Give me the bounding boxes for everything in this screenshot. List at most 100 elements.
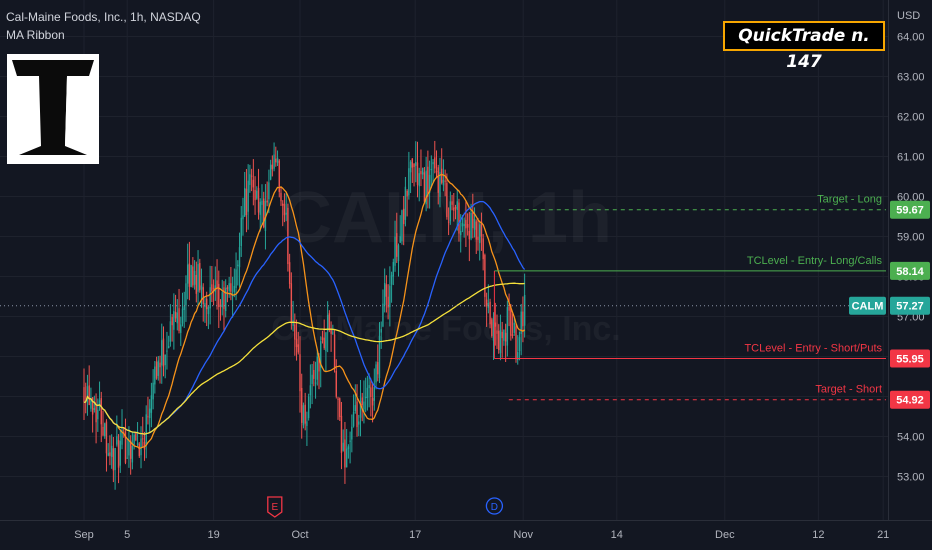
candle-body <box>425 170 427 205</box>
candle-body <box>390 275 393 285</box>
level-price-tag <box>890 349 930 368</box>
price-tick-label: 64.00 <box>897 32 925 44</box>
event-marker-label: D <box>491 502 498 513</box>
candle-body <box>112 448 115 471</box>
candle-body <box>285 212 287 215</box>
candle-body <box>446 183 448 218</box>
last-price-tag <box>890 296 930 315</box>
candle-body <box>240 217 242 247</box>
candle-body <box>440 168 443 183</box>
candle-body <box>276 157 279 163</box>
candle-body <box>332 332 334 334</box>
candle-body <box>323 337 325 348</box>
candle-body <box>460 230 462 236</box>
candle-body <box>280 192 282 202</box>
candle-body <box>404 186 407 220</box>
candle-body <box>397 245 400 262</box>
candle-body <box>228 283 230 291</box>
candle-body <box>185 283 187 306</box>
candle-body <box>472 211 474 229</box>
candle-body <box>378 335 381 379</box>
candle-body <box>342 442 344 451</box>
candle-body <box>205 298 208 310</box>
price-tick-label: 54.00 <box>897 432 925 444</box>
candle-body <box>116 436 118 445</box>
candle-body <box>202 287 204 305</box>
candle-body <box>290 283 293 322</box>
candle-body <box>104 423 106 437</box>
candle-body <box>121 430 123 445</box>
candle-body <box>150 395 153 413</box>
candle-body <box>97 409 99 420</box>
candle-body <box>461 223 464 227</box>
candle-body <box>437 167 439 193</box>
candle-body <box>301 388 303 423</box>
candle-body <box>370 387 372 398</box>
price-tick-label: 63.00 <box>897 72 925 84</box>
candle-body <box>162 338 165 367</box>
time-tick-label: 12 <box>812 529 824 541</box>
candle-body <box>209 287 211 309</box>
indicator-name[interactable]: MA Ribbon <box>6 28 65 42</box>
candle-body <box>171 317 173 326</box>
candle-body <box>155 361 158 379</box>
candle-body <box>135 433 137 441</box>
candle-body <box>456 201 458 210</box>
candle-body <box>421 168 424 175</box>
candle-body <box>157 360 160 376</box>
candle-body <box>416 162 419 185</box>
candle-body <box>480 221 483 237</box>
candle-body <box>221 292 223 308</box>
candle-body <box>347 446 350 450</box>
level-price-tag-text: 55.95 <box>896 354 924 366</box>
candle-body <box>176 312 179 324</box>
candle-body <box>316 356 318 380</box>
candle-body <box>430 168 433 171</box>
candle-body <box>359 401 362 418</box>
symbol-title[interactable]: Cal-Maine Foods, Inc., 1h, NASDAQ <box>6 10 201 24</box>
candle-body <box>238 247 241 268</box>
quicktrade-badge: QuickTrade n. 147 <box>723 21 885 72</box>
last-price-tag-text: 57.27 <box>896 301 924 313</box>
candle-body <box>401 210 403 242</box>
level-label: Target - Short <box>815 384 882 396</box>
candle-body <box>195 274 198 294</box>
candle-body <box>402 208 405 225</box>
candle-body <box>489 301 491 325</box>
level-price-tag-text: 59.67 <box>896 205 924 217</box>
candle-body <box>268 182 270 200</box>
candle-body <box>161 340 163 366</box>
candle-body <box>256 190 258 199</box>
candle-body <box>491 319 493 336</box>
candle-body <box>345 448 348 468</box>
candle-body <box>245 188 248 216</box>
symbol-tag-text: CALM <box>852 301 884 313</box>
candle-body <box>271 164 274 170</box>
candle-body <box>453 207 455 211</box>
candle-body <box>340 415 343 453</box>
candle-body <box>383 282 386 306</box>
watermark-ticker: CALM, 1h <box>280 178 612 258</box>
candle-body <box>224 288 227 311</box>
candle-body <box>434 157 436 169</box>
candle-body <box>143 441 146 450</box>
candle-body <box>244 188 246 217</box>
candle-body <box>522 311 524 327</box>
candle-body <box>409 161 412 173</box>
time-axis[interactable]: Sep 5 19 Oct 17 Nov 14 Dec 12 21 <box>74 529 889 541</box>
candle-body <box>468 231 471 240</box>
price-tags: 59.67 58.14 55.95 54.92 CALM 57.27 <box>849 200 930 409</box>
candle-body <box>119 440 121 466</box>
candle-body <box>249 174 251 185</box>
candle-body <box>154 366 156 385</box>
candle-body <box>263 198 265 228</box>
candle-body <box>494 322 496 327</box>
candle-body <box>197 264 199 292</box>
candle-body <box>518 337 521 352</box>
candle-body <box>418 173 420 187</box>
candle-body <box>368 385 370 389</box>
candle-body <box>102 426 104 436</box>
candles <box>83 140 526 490</box>
